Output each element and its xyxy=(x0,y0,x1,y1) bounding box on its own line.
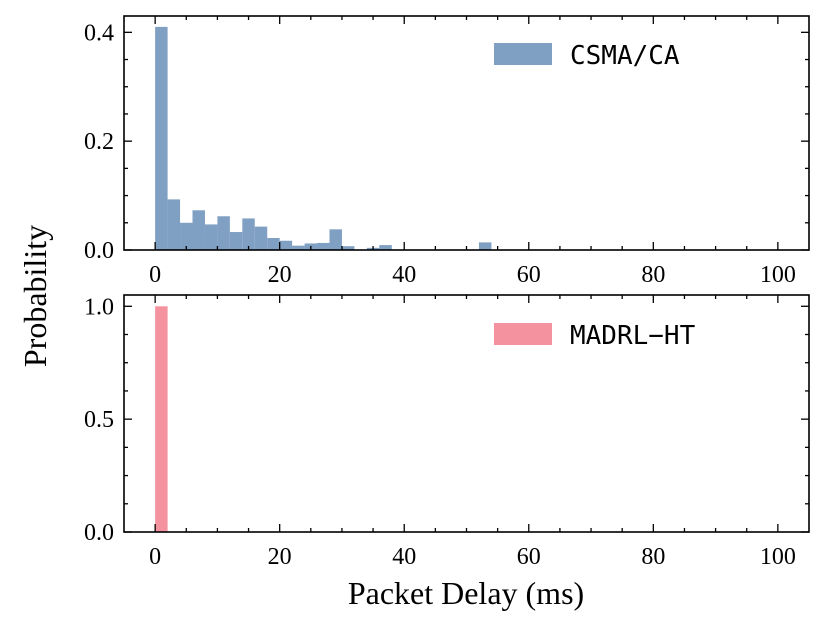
bar-0-14 xyxy=(329,229,342,250)
y-tick-label: 0.4 xyxy=(84,20,114,46)
x-tick-label: 20 xyxy=(268,544,292,570)
bar-0-13 xyxy=(317,242,330,250)
bar-0-17 xyxy=(379,245,392,250)
y-tick-label: 0.2 xyxy=(84,129,114,155)
bar-0-7 xyxy=(242,218,255,250)
x-tick-label: 80 xyxy=(641,262,665,288)
bar-0-15 xyxy=(341,246,355,250)
legend-swatch xyxy=(494,43,552,65)
bar-0-2 xyxy=(180,222,193,250)
x-tick-label: 40 xyxy=(392,544,416,570)
x-tick-label: 20 xyxy=(268,262,292,288)
y-axis-title: Probability xyxy=(17,225,53,367)
x-tick-label: 0 xyxy=(149,544,161,570)
y-tick-label: 0.5 xyxy=(84,407,114,433)
y-tick-label: 1.0 xyxy=(84,294,114,320)
top-panel-csma-ca: 0 20 40 60 80 100 0.0 0.2 0.4 CSMA/CA xyxy=(84,15,810,288)
x-tick-label: 100 xyxy=(760,262,796,288)
x-axis-title: Packet Delay (ms) xyxy=(348,575,584,611)
bar-0-0 xyxy=(155,26,168,250)
bar-0-6 xyxy=(229,232,243,250)
legend-label: MADRL−HT xyxy=(570,321,696,351)
x-tick-label: 60 xyxy=(517,262,541,288)
bar-0-18 xyxy=(478,242,492,250)
bar-0-8 xyxy=(254,226,268,250)
bar-0-4 xyxy=(204,224,218,250)
x-tick-label: 40 xyxy=(392,262,416,288)
legend-swatch xyxy=(494,323,552,345)
bar-0-10 xyxy=(279,240,293,250)
x-tick-label: 80 xyxy=(641,544,665,570)
bar-0-3 xyxy=(192,210,205,250)
y-tick-label: 0.0 xyxy=(84,520,114,546)
x-tick-label: 60 xyxy=(517,544,541,570)
y-tick-label: 0.0 xyxy=(84,238,114,264)
x-tick-label: 0 xyxy=(149,262,161,288)
axes-frame xyxy=(123,294,810,533)
bar-0-5 xyxy=(217,216,230,250)
bar-0-9 xyxy=(267,238,280,250)
legend-label: CSMA/CA xyxy=(570,41,680,71)
bar-1-0 xyxy=(155,306,168,532)
bar-0-11 xyxy=(292,245,305,250)
bar-0-1 xyxy=(167,199,181,250)
x-tick-label: 100 xyxy=(760,544,796,570)
bottom-panel-madrl-ht: 0 20 40 60 80 100 0.0 0.5 1.0 MADRL−HT xyxy=(84,294,810,570)
axes-frame xyxy=(123,15,810,251)
